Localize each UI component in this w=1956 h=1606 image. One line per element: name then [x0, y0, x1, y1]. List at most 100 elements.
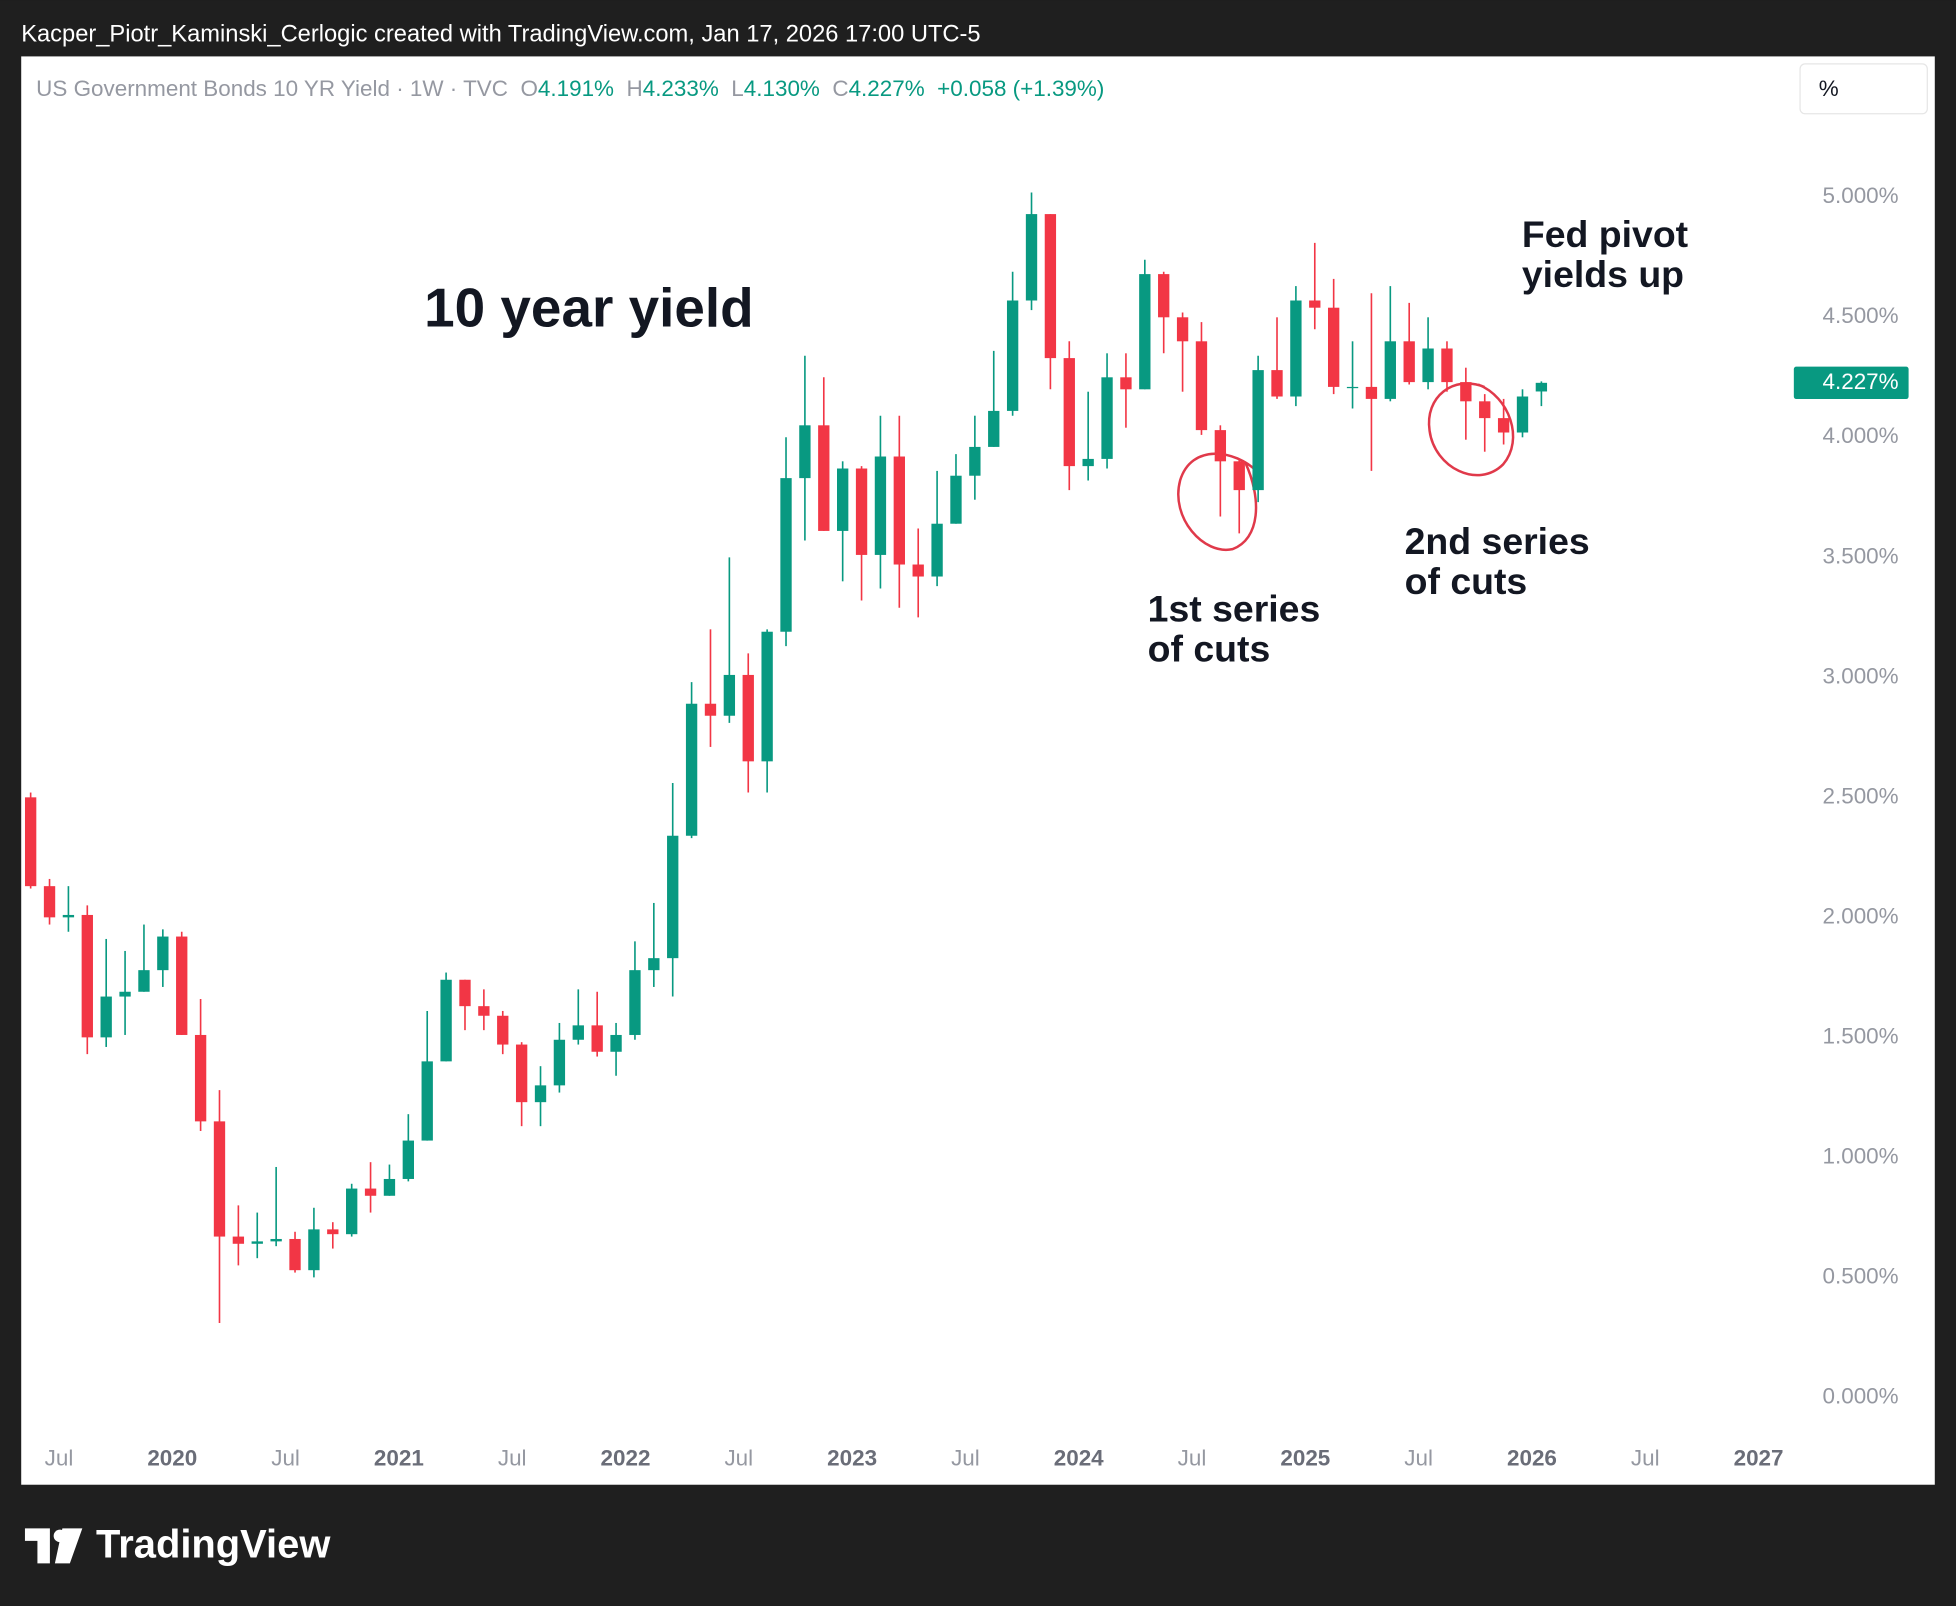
candle-body	[799, 425, 811, 479]
brand: TradingView	[96, 1523, 331, 1567]
candle-body	[346, 1188, 358, 1235]
candle-body	[629, 970, 641, 1035]
candle-body	[1233, 461, 1245, 491]
candle-body	[1516, 396, 1529, 433]
h-label: H	[627, 76, 643, 101]
change: +0.058 (+1.39%)	[937, 76, 1104, 101]
candle-body	[591, 1025, 603, 1052]
candle-body	[1063, 358, 1075, 467]
y-tick-label: 2.500%	[1823, 783, 1899, 808]
candle-body	[667, 835, 679, 959]
candle-body	[1346, 386, 1359, 389]
x-tick-label: Jul	[724, 1446, 753, 1471]
y-tick-label: 1.500%	[1823, 1023, 1899, 1048]
c-value: 4.227%	[849, 76, 925, 101]
candle-body	[24, 797, 37, 887]
candle-body	[1025, 214, 1038, 301]
y-tick-label: 0.500%	[1823, 1263, 1899, 1288]
candle-body	[1139, 274, 1151, 390]
annotation: Fed pivot	[1522, 213, 1688, 255]
x-tick-label: Jul	[1631, 1446, 1660, 1471]
credit: Kacper_Piotr_Kaminski_Cerlogic created w…	[21, 21, 980, 47]
candle-body	[723, 674, 736, 716]
logo	[24, 1528, 83, 1564]
candle-body	[931, 523, 943, 577]
candle-body	[818, 425, 830, 531]
candle-body	[780, 478, 792, 632]
candle-body	[874, 456, 887, 555]
candle-body	[1271, 370, 1283, 397]
candle-body	[1535, 382, 1548, 392]
candle-body	[81, 914, 93, 1038]
candle-body	[459, 979, 471, 1007]
candle-body	[1082, 458, 1094, 467]
candle-body	[648, 958, 660, 971]
candle-body	[1044, 214, 1057, 359]
x-tick-label: Jul	[1404, 1446, 1433, 1471]
candle-body	[1120, 377, 1132, 390]
y-tick-label: 2.000%	[1823, 903, 1899, 928]
x-tick-label: 2023	[827, 1446, 877, 1471]
candle-body	[950, 475, 962, 524]
last-price-label: 4.227%	[1823, 369, 1899, 394]
candle-body	[837, 468, 849, 531]
candle-body	[1422, 348, 1434, 383]
candle-body	[1290, 300, 1302, 397]
x-tick-label: 2026	[1507, 1446, 1557, 1471]
annotation: 1st series	[1148, 587, 1321, 629]
scale-button-label[interactable]: %	[1819, 76, 1839, 101]
candle-body	[1460, 382, 1472, 402]
y-tick-label: 0.000%	[1823, 1383, 1899, 1408]
l-value: 4.130%	[744, 76, 820, 101]
candle-body	[1101, 377, 1113, 459]
candle-body	[440, 979, 452, 1062]
candle-body	[969, 446, 981, 476]
candle-body	[497, 1015, 509, 1045]
logo-mark	[24, 1528, 83, 1564]
x-tick-label: 2027	[1734, 1446, 1784, 1471]
candle-body	[912, 564, 924, 577]
highlight-circle	[1177, 452, 1259, 552]
y-tick-label: 5.000%	[1823, 183, 1899, 208]
candle-body	[1479, 401, 1491, 419]
candle-body	[157, 936, 169, 971]
candle-body	[1176, 317, 1189, 342]
candle-body	[1214, 430, 1227, 462]
candle-body	[62, 914, 75, 918]
candle-body	[893, 456, 905, 565]
candle-body	[515, 1044, 528, 1103]
candle-body	[138, 970, 150, 992]
candle-body	[213, 1121, 226, 1237]
candle-body	[742, 674, 754, 762]
y-tick-label: 1.000%	[1823, 1143, 1899, 1168]
symbol: US Government Bonds 10 YR Yield · 1W · T…	[36, 76, 508, 101]
annotation: yields up	[1522, 253, 1684, 295]
l-label: L	[731, 76, 743, 101]
y-tick-label: 3.000%	[1823, 663, 1899, 688]
candle-body	[100, 996, 112, 1038]
candle-body	[251, 1241, 263, 1244]
candle-body	[1441, 348, 1453, 383]
candle-body	[1158, 274, 1170, 318]
x-tick-label: 2020	[147, 1446, 197, 1471]
last-price-tag	[1793, 366, 1909, 400]
candle-body	[855, 468, 868, 555]
scale-button[interactable]	[1799, 63, 1928, 115]
annotation: of cuts	[1148, 627, 1271, 669]
y-tick-label: 4.500%	[1823, 303, 1899, 328]
chart-title: 10 year yield	[424, 277, 753, 339]
y-tick-label: 3.500%	[1823, 543, 1899, 568]
candle-body	[43, 886, 56, 918]
candle-body	[119, 991, 131, 997]
c-label: C	[832, 76, 848, 101]
x-tick-label: Jul	[498, 1446, 527, 1471]
candle-body	[421, 1061, 433, 1141]
logo-dot	[53, 1529, 67, 1543]
candle-body	[610, 1034, 622, 1052]
annotation: 2nd series	[1405, 520, 1590, 562]
candle-body	[1195, 341, 1208, 431]
ohlc-legend: US Government Bonds 10 YR Yield · 1W · T…	[36, 76, 1104, 101]
annotation: of cuts	[1405, 560, 1528, 602]
h-value: 4.233%	[643, 76, 719, 101]
y-tick-label: 4.000%	[1823, 423, 1899, 448]
